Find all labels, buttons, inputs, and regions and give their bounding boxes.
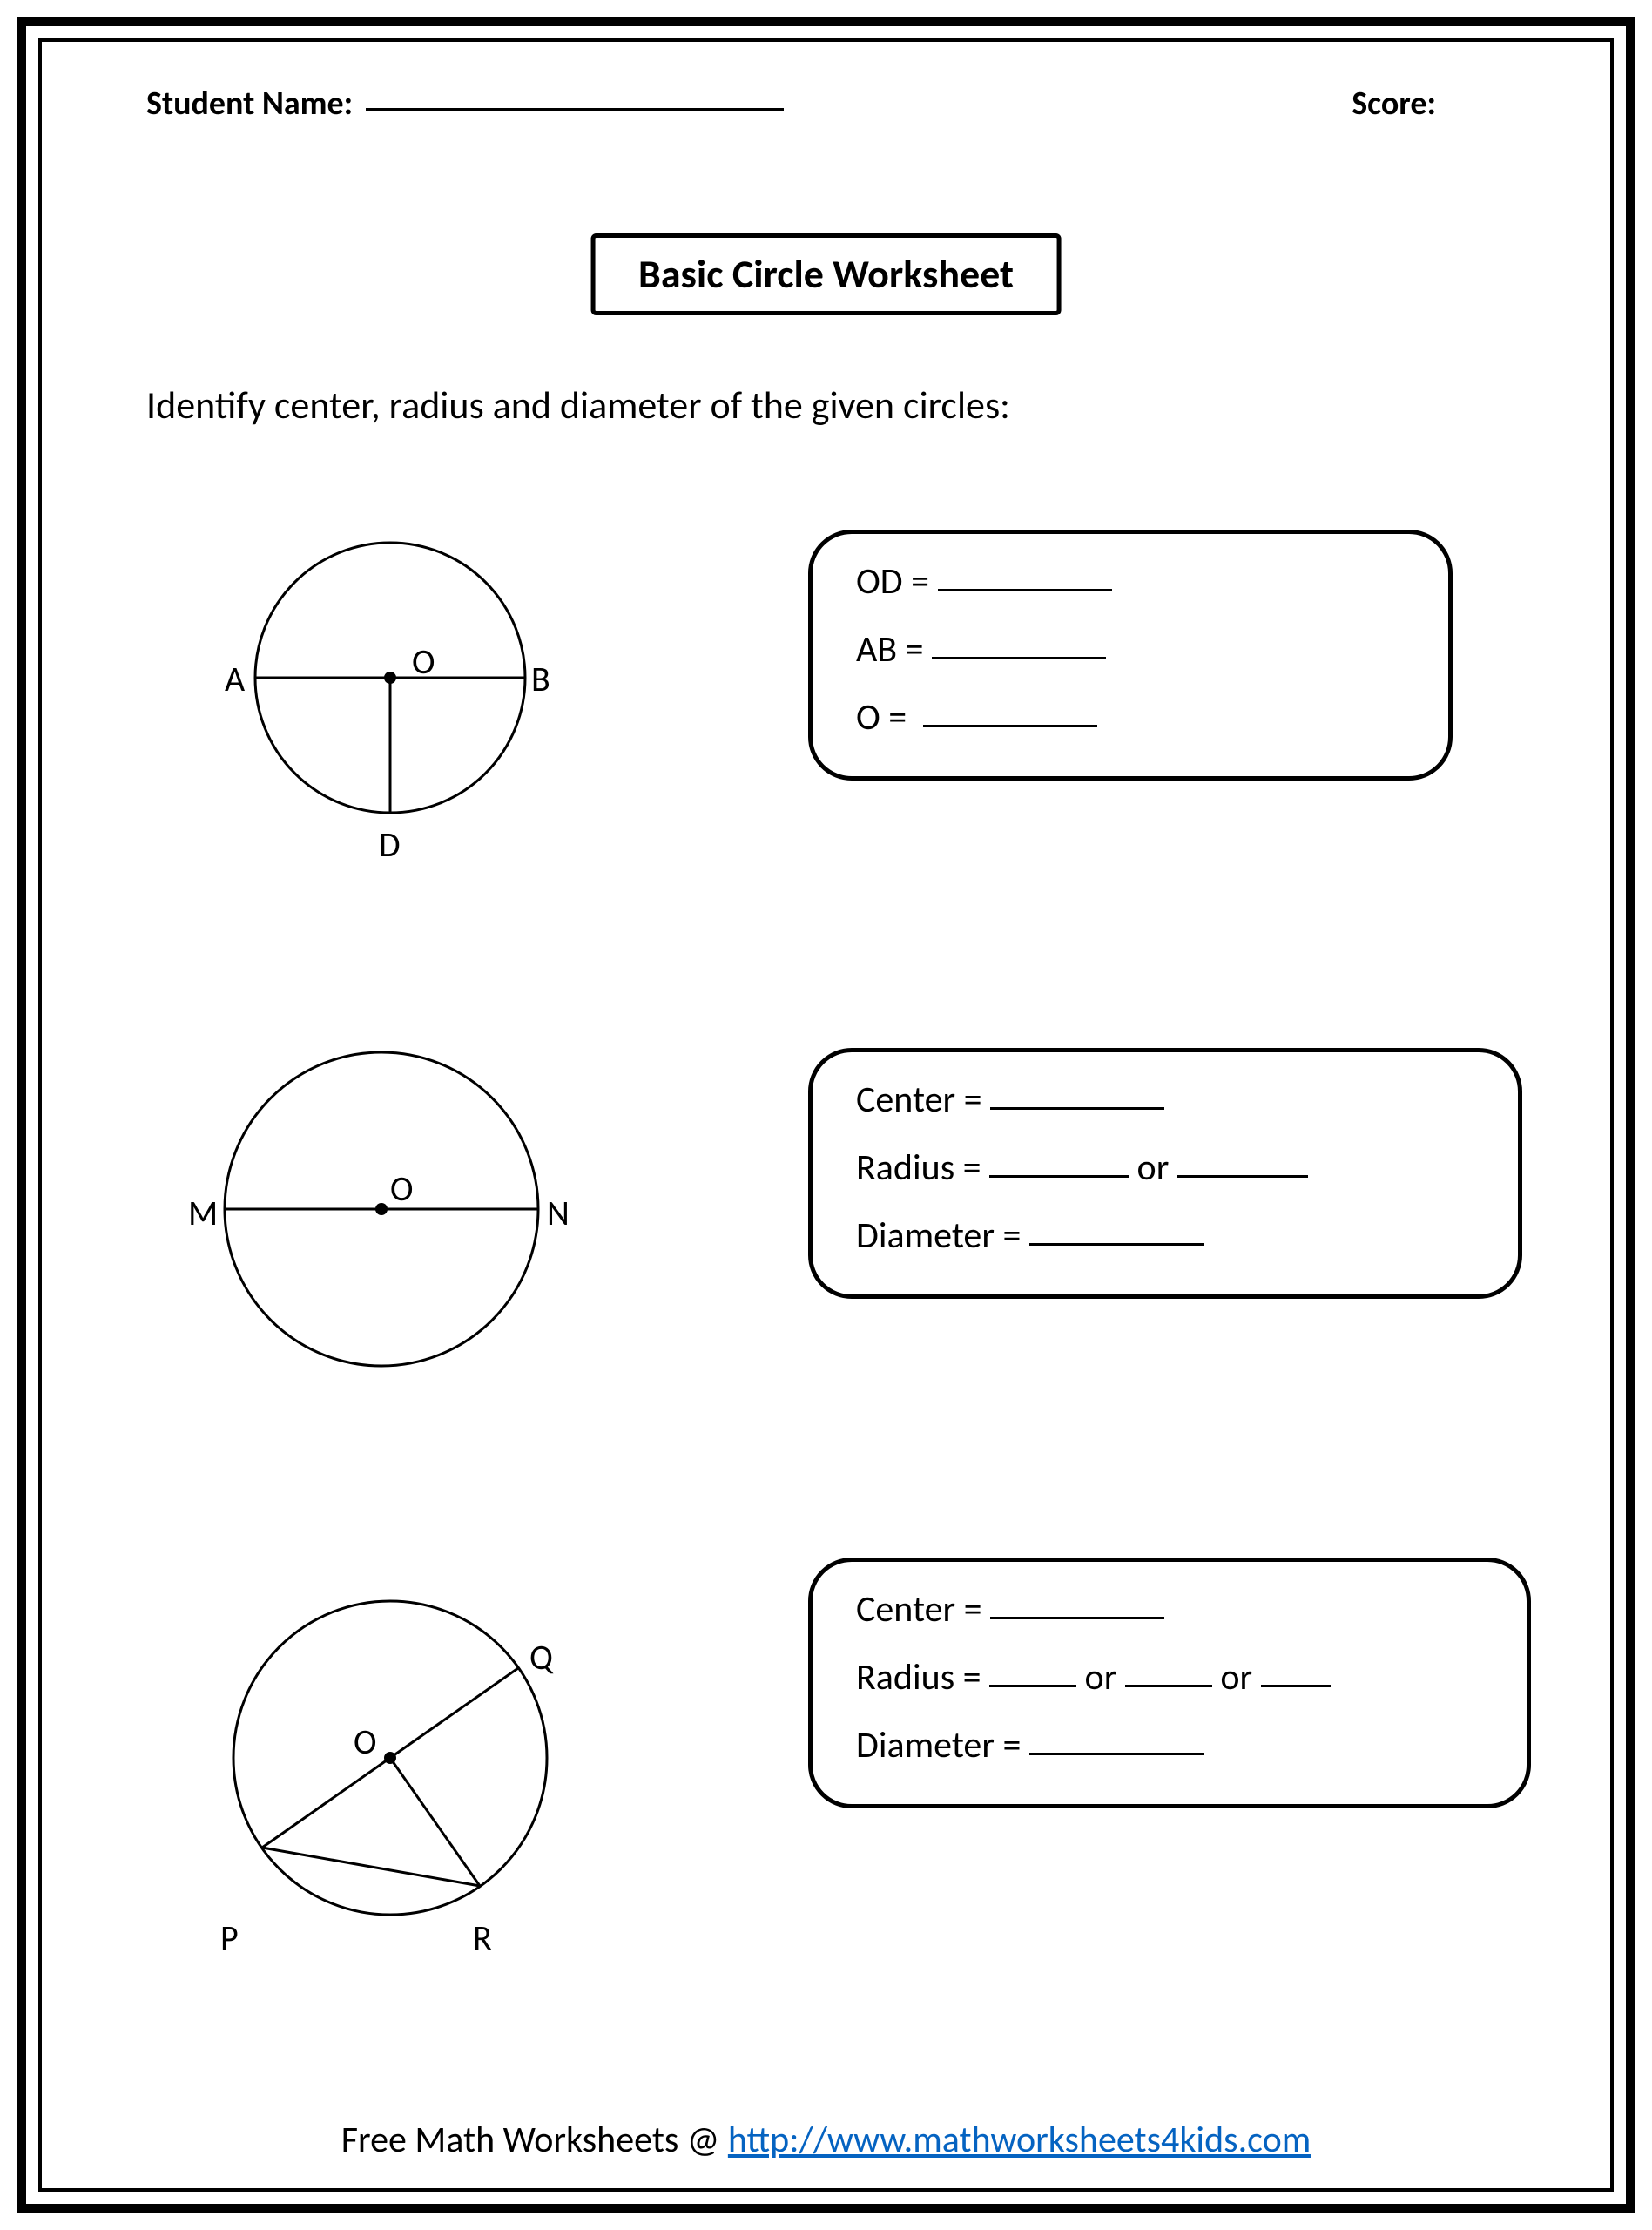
answer-label: Radius = — [856, 1145, 981, 1190]
answer-line: Radius = or — [856, 1150, 1474, 1186]
circle-diagram-3: O Q R P — [172, 1566, 608, 1976]
footer-prefix: Free Math Worksheets @ — [341, 2118, 728, 2162]
answer-label: Radius = — [856, 1655, 981, 1700]
answer-line: Diameter = — [856, 1218, 1474, 1254]
instruction-text: Identify center, radius and diameter of … — [146, 382, 1010, 429]
outer-border: Student Name: Score: Basic Circle Worksh… — [17, 17, 1635, 2213]
answer-label: Center = — [856, 1078, 982, 1122]
or-text: or — [1220, 1655, 1260, 1700]
header-row: Student Name: Score: — [146, 84, 1506, 124]
answer-blank[interactable] — [989, 1175, 1129, 1178]
answer-blank[interactable] — [1177, 1175, 1308, 1178]
point-label-N: N — [547, 1192, 570, 1234]
answer-box-2: Center = Radius = or Diameter = — [808, 1048, 1522, 1299]
or-text: or — [1137, 1145, 1177, 1190]
answer-blank[interactable] — [1029, 1753, 1204, 1755]
worksheet-title: Basic Circle Worksheet — [590, 233, 1062, 315]
answer-line: AB = — [856, 632, 1405, 668]
student-name-label: Student Name: — [146, 84, 353, 124]
answer-line: Center = — [856, 1082, 1474, 1118]
footer-link[interactable]: http://www.mathworksheets4kids.com — [728, 2118, 1311, 2162]
answer-label: AB = — [856, 627, 924, 672]
answer-blank[interactable] — [923, 725, 1097, 727]
score-label: Score: — [1352, 84, 1506, 124]
answer-blank[interactable] — [1261, 1685, 1331, 1687]
circle-diagram-1: O A B D — [216, 521, 564, 887]
answer-line: OD = — [856, 564, 1405, 600]
answer-blank[interactable] — [938, 589, 1112, 591]
point-label-A: A — [225, 658, 246, 700]
answer-line: Radius = or or — [856, 1659, 1483, 1696]
answer-line: Diameter = — [856, 1727, 1483, 1764]
point-label-R: R — [473, 1916, 492, 1959]
answer-blank[interactable] — [1029, 1243, 1204, 1246]
answer-label: Diameter = — [856, 1723, 1021, 1767]
page: Student Name: Score: Basic Circle Worksh… — [0, 0, 1652, 2230]
student-name-blank[interactable] — [366, 108, 784, 111]
answer-label: OD = — [856, 559, 929, 604]
answer-blank[interactable] — [990, 1107, 1164, 1110]
point-label-B: B — [531, 658, 550, 700]
answer-line: Center = — [856, 1591, 1483, 1628]
answer-box-3: Center = Radius = or or Diameter = — [808, 1558, 1531, 1808]
point-label-O: O — [390, 1167, 413, 1210]
answer-blank[interactable] — [989, 1685, 1076, 1687]
answer-label: Diameter = — [856, 1213, 1021, 1258]
point-label-D: D — [379, 823, 401, 866]
point-label-O: O — [412, 640, 435, 683]
answer-label: O = — [856, 695, 907, 740]
point-label-M: M — [188, 1192, 218, 1234]
inner-border: Student Name: Score: Basic Circle Worksh… — [38, 38, 1614, 2192]
student-name-field: Student Name: — [146, 84, 784, 124]
point-label-O: O — [354, 1720, 376, 1763]
answer-box-1: OD = AB = O = — [808, 530, 1453, 780]
answer-blank[interactable] — [990, 1617, 1164, 1619]
or-text: or — [1085, 1655, 1125, 1700]
point-label-Q: Q — [529, 1636, 554, 1679]
answer-blank[interactable] — [1125, 1685, 1212, 1687]
circle-diagram-2: O M N — [172, 1035, 590, 1401]
answer-blank[interactable] — [932, 657, 1106, 659]
answer-label: Center = — [856, 1587, 982, 1632]
point-label-P: P — [220, 1916, 239, 1959]
answer-line: O = — [856, 699, 1405, 736]
footer: Free Math Worksheets @ http://www.mathwo… — [42, 2118, 1610, 2162]
